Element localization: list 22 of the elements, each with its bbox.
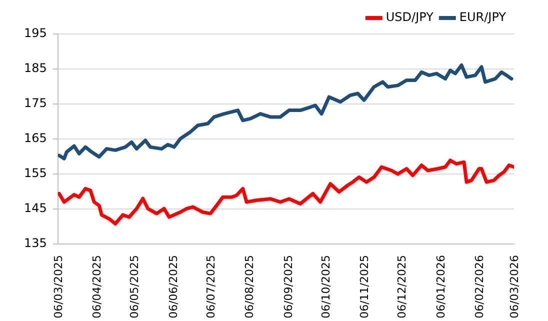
x-tick-label: 06/03/2026 [508, 255, 521, 318]
x-tick-label: 06/11/2025 [358, 255, 372, 318]
y-tick-label: 145 [24, 201, 47, 216]
y-tick-label: 175 [24, 96, 47, 110]
x-tick-label: 06/12/2025 [396, 255, 409, 318]
x-tick-label: 06/02/2026 [473, 255, 486, 318]
x-tick-label: 06/07/2025 [204, 255, 218, 318]
y-tick-label: 195 [24, 26, 47, 40]
y-tick-label: 135 [24, 236, 47, 250]
x-tick-label: 06/10/2025 [319, 255, 332, 318]
y-tick-label: 155 [24, 166, 47, 180]
x-tick-label: 06/06/2025 [166, 255, 180, 318]
x-tick-label: 06/08/2025 [243, 255, 256, 318]
x-tick-label: 06/05/2025 [128, 255, 142, 318]
legend-label: USD/JPY [386, 10, 434, 24]
y-tick-label: 185 [24, 61, 47, 76]
x-tick-label: 06/01/2026 [434, 255, 448, 318]
y-tick-label: 165 [24, 131, 47, 146]
x-tick-label: 06/03/2025 [52, 255, 65, 318]
x-tick-label: 06/04/2025 [90, 255, 104, 318]
x-tick-label: 06/09/2025 [282, 255, 295, 318]
legend-label: EUR/JPY [459, 10, 507, 24]
